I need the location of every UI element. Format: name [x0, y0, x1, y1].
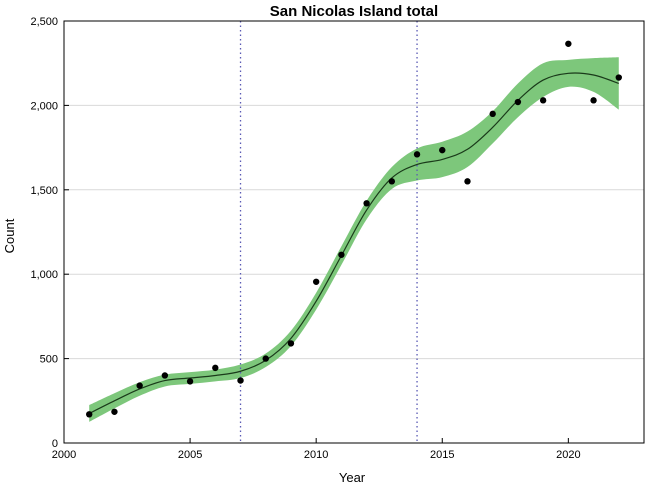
plot-frame: [63, 20, 645, 444]
data-point: [237, 377, 244, 384]
x-tick-label: 2005: [178, 449, 202, 461]
data-point: [539, 97, 547, 104]
x-tick-label: 2015: [430, 449, 454, 461]
data-point: [262, 355, 269, 362]
data-point: [363, 200, 370, 207]
data-point: [186, 378, 194, 385]
x-tick-label: 2010: [304, 449, 328, 461]
y-tick-label: 1,500: [30, 185, 58, 197]
data-point: [212, 364, 219, 372]
trend-curve: [88, 72, 619, 414]
y-axis-label: Count: [2, 218, 17, 253]
x-tick-label: 2000: [52, 449, 76, 461]
data-point: [161, 372, 169, 379]
confidence-band-area: [89, 57, 619, 422]
confidence-band: [89, 57, 619, 422]
data-point: [388, 178, 396, 185]
data-point: [287, 340, 295, 347]
y-tick-label: 2,500: [30, 16, 58, 28]
data-point: [136, 382, 143, 389]
reference-lines: [239, 21, 418, 443]
data-point: [615, 74, 622, 81]
y-tick-label: 0: [52, 438, 58, 450]
chart-title: San Nicolas Island total: [270, 3, 438, 20]
data-point: [464, 178, 471, 185]
data-point: [514, 98, 522, 106]
x-axis-ticks: 2000 2005 2010 2015 2020: [52, 438, 581, 461]
y-tick-label: 2,000: [30, 100, 58, 112]
data-point: [338, 251, 345, 258]
trend-line: [88, 72, 619, 414]
data-point: [86, 411, 93, 418]
x-tick-label: 2020: [556, 449, 580, 461]
data-point: [312, 278, 320, 285]
data-point: [489, 110, 496, 118]
y-tick-label: 1,000: [30, 269, 58, 281]
y-axis-ticks: 0 500 1,000 1,500 2,000 2,500: [30, 16, 69, 450]
data-point: [590, 97, 597, 104]
data-point: [111, 408, 118, 415]
y-tick-label: 500: [40, 354, 58, 366]
data-points: [86, 40, 622, 418]
data-point: [439, 146, 446, 154]
x-axis-label: Year: [339, 470, 366, 485]
data-point: [413, 151, 421, 158]
gridlines: [64, 104, 644, 360]
data-point: [565, 40, 572, 47]
